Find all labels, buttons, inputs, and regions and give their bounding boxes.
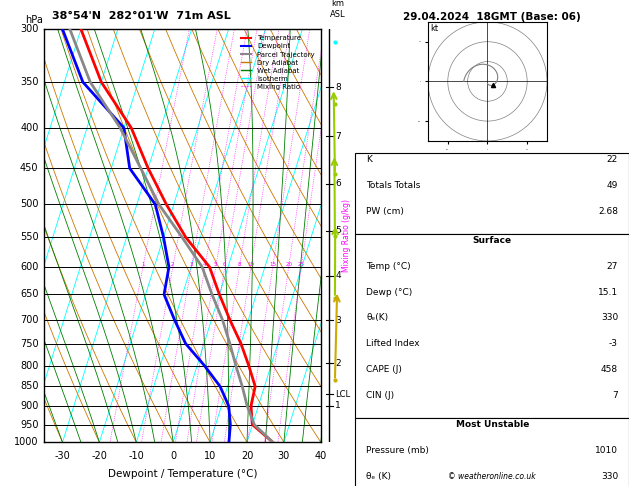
Text: 7: 7: [612, 391, 618, 400]
Text: km
ASL: km ASL: [330, 0, 346, 19]
Text: LCL: LCL: [335, 390, 350, 399]
Text: 6: 6: [223, 262, 226, 267]
Text: © weatheronline.co.uk: © weatheronline.co.uk: [448, 472, 536, 481]
Text: 15.1: 15.1: [598, 288, 618, 297]
Text: PW (cm): PW (cm): [366, 207, 404, 216]
Text: 5: 5: [335, 226, 341, 235]
Text: 1: 1: [141, 262, 145, 267]
Text: θₑ (K): θₑ (K): [366, 472, 391, 481]
Text: Temp (°C): Temp (°C): [366, 262, 411, 271]
Text: 20: 20: [285, 262, 292, 267]
Text: 7: 7: [335, 132, 341, 140]
Text: 650: 650: [20, 290, 38, 299]
Text: 300: 300: [20, 24, 38, 34]
Legend: Temperature, Dewpoint, Parcel Trajectory, Dry Adiabat, Wet Adiabat, Isotherm, Mi: Temperature, Dewpoint, Parcel Trajectory…: [238, 33, 317, 93]
Text: 600: 600: [20, 262, 38, 272]
Text: 1: 1: [335, 401, 341, 410]
Text: -3: -3: [609, 339, 618, 348]
Text: 22: 22: [607, 155, 618, 164]
Text: 20: 20: [241, 451, 253, 461]
Text: 15: 15: [269, 262, 276, 267]
Text: 400: 400: [20, 123, 38, 133]
Text: 38°54'N  282°01'W  71m ASL: 38°54'N 282°01'W 71m ASL: [52, 11, 230, 21]
Text: 4: 4: [203, 262, 207, 267]
Text: 350: 350: [20, 77, 38, 87]
Text: Pressure (mb): Pressure (mb): [366, 446, 429, 455]
Text: 950: 950: [20, 419, 38, 430]
FancyBboxPatch shape: [355, 153, 629, 234]
Text: -10: -10: [128, 451, 144, 461]
Text: 458: 458: [601, 365, 618, 374]
Text: -20: -20: [91, 451, 108, 461]
Text: 2: 2: [171, 262, 174, 267]
Text: 10: 10: [247, 262, 255, 267]
Text: 800: 800: [20, 361, 38, 371]
Text: 330: 330: [601, 313, 618, 323]
Text: CAPE (J): CAPE (J): [366, 365, 402, 374]
Text: 4: 4: [335, 271, 341, 280]
Text: kt: kt: [430, 24, 438, 33]
Text: 500: 500: [20, 199, 38, 209]
Text: Lifted Index: Lifted Index: [366, 339, 420, 348]
Text: 8: 8: [238, 262, 241, 267]
Text: Mixing Ratio (g/kg): Mixing Ratio (g/kg): [342, 199, 351, 272]
Text: CIN (J): CIN (J): [366, 391, 394, 400]
Text: 750: 750: [20, 339, 38, 348]
Text: 5: 5: [214, 262, 218, 267]
Text: Surface: Surface: [472, 236, 512, 245]
Text: K: K: [366, 155, 372, 164]
Text: 700: 700: [20, 315, 38, 325]
Text: Most Unstable: Most Unstable: [455, 420, 529, 430]
Text: 25: 25: [298, 262, 305, 267]
Text: 3: 3: [335, 315, 341, 325]
FancyBboxPatch shape: [355, 418, 629, 486]
Text: 1000: 1000: [14, 437, 38, 447]
Text: 6: 6: [335, 179, 341, 189]
Text: hPa: hPa: [25, 15, 43, 25]
FancyBboxPatch shape: [355, 234, 629, 418]
Text: 850: 850: [20, 382, 38, 392]
Text: 40: 40: [314, 451, 327, 461]
Text: Dewpoint / Temperature (°C): Dewpoint / Temperature (°C): [108, 469, 257, 479]
Text: 10: 10: [204, 451, 216, 461]
Text: 1010: 1010: [595, 446, 618, 455]
Text: 29.04.2024  18GMT (Base: 06): 29.04.2024 18GMT (Base: 06): [403, 12, 581, 22]
Text: Totals Totals: Totals Totals: [366, 181, 421, 190]
Text: 450: 450: [20, 163, 38, 174]
Text: 3: 3: [189, 262, 193, 267]
Text: 330: 330: [601, 472, 618, 481]
Text: θₑ(K): θₑ(K): [366, 313, 389, 323]
Text: 27: 27: [607, 262, 618, 271]
Text: 2: 2: [335, 359, 341, 368]
Text: 550: 550: [20, 232, 38, 242]
Text: Dewp (°C): Dewp (°C): [366, 288, 413, 297]
Text: 0: 0: [170, 451, 176, 461]
Text: 30: 30: [278, 451, 290, 461]
Text: -30: -30: [55, 451, 70, 461]
Text: 8: 8: [335, 83, 341, 91]
Text: 49: 49: [607, 181, 618, 190]
Text: 900: 900: [20, 401, 38, 411]
Text: 2.68: 2.68: [598, 207, 618, 216]
